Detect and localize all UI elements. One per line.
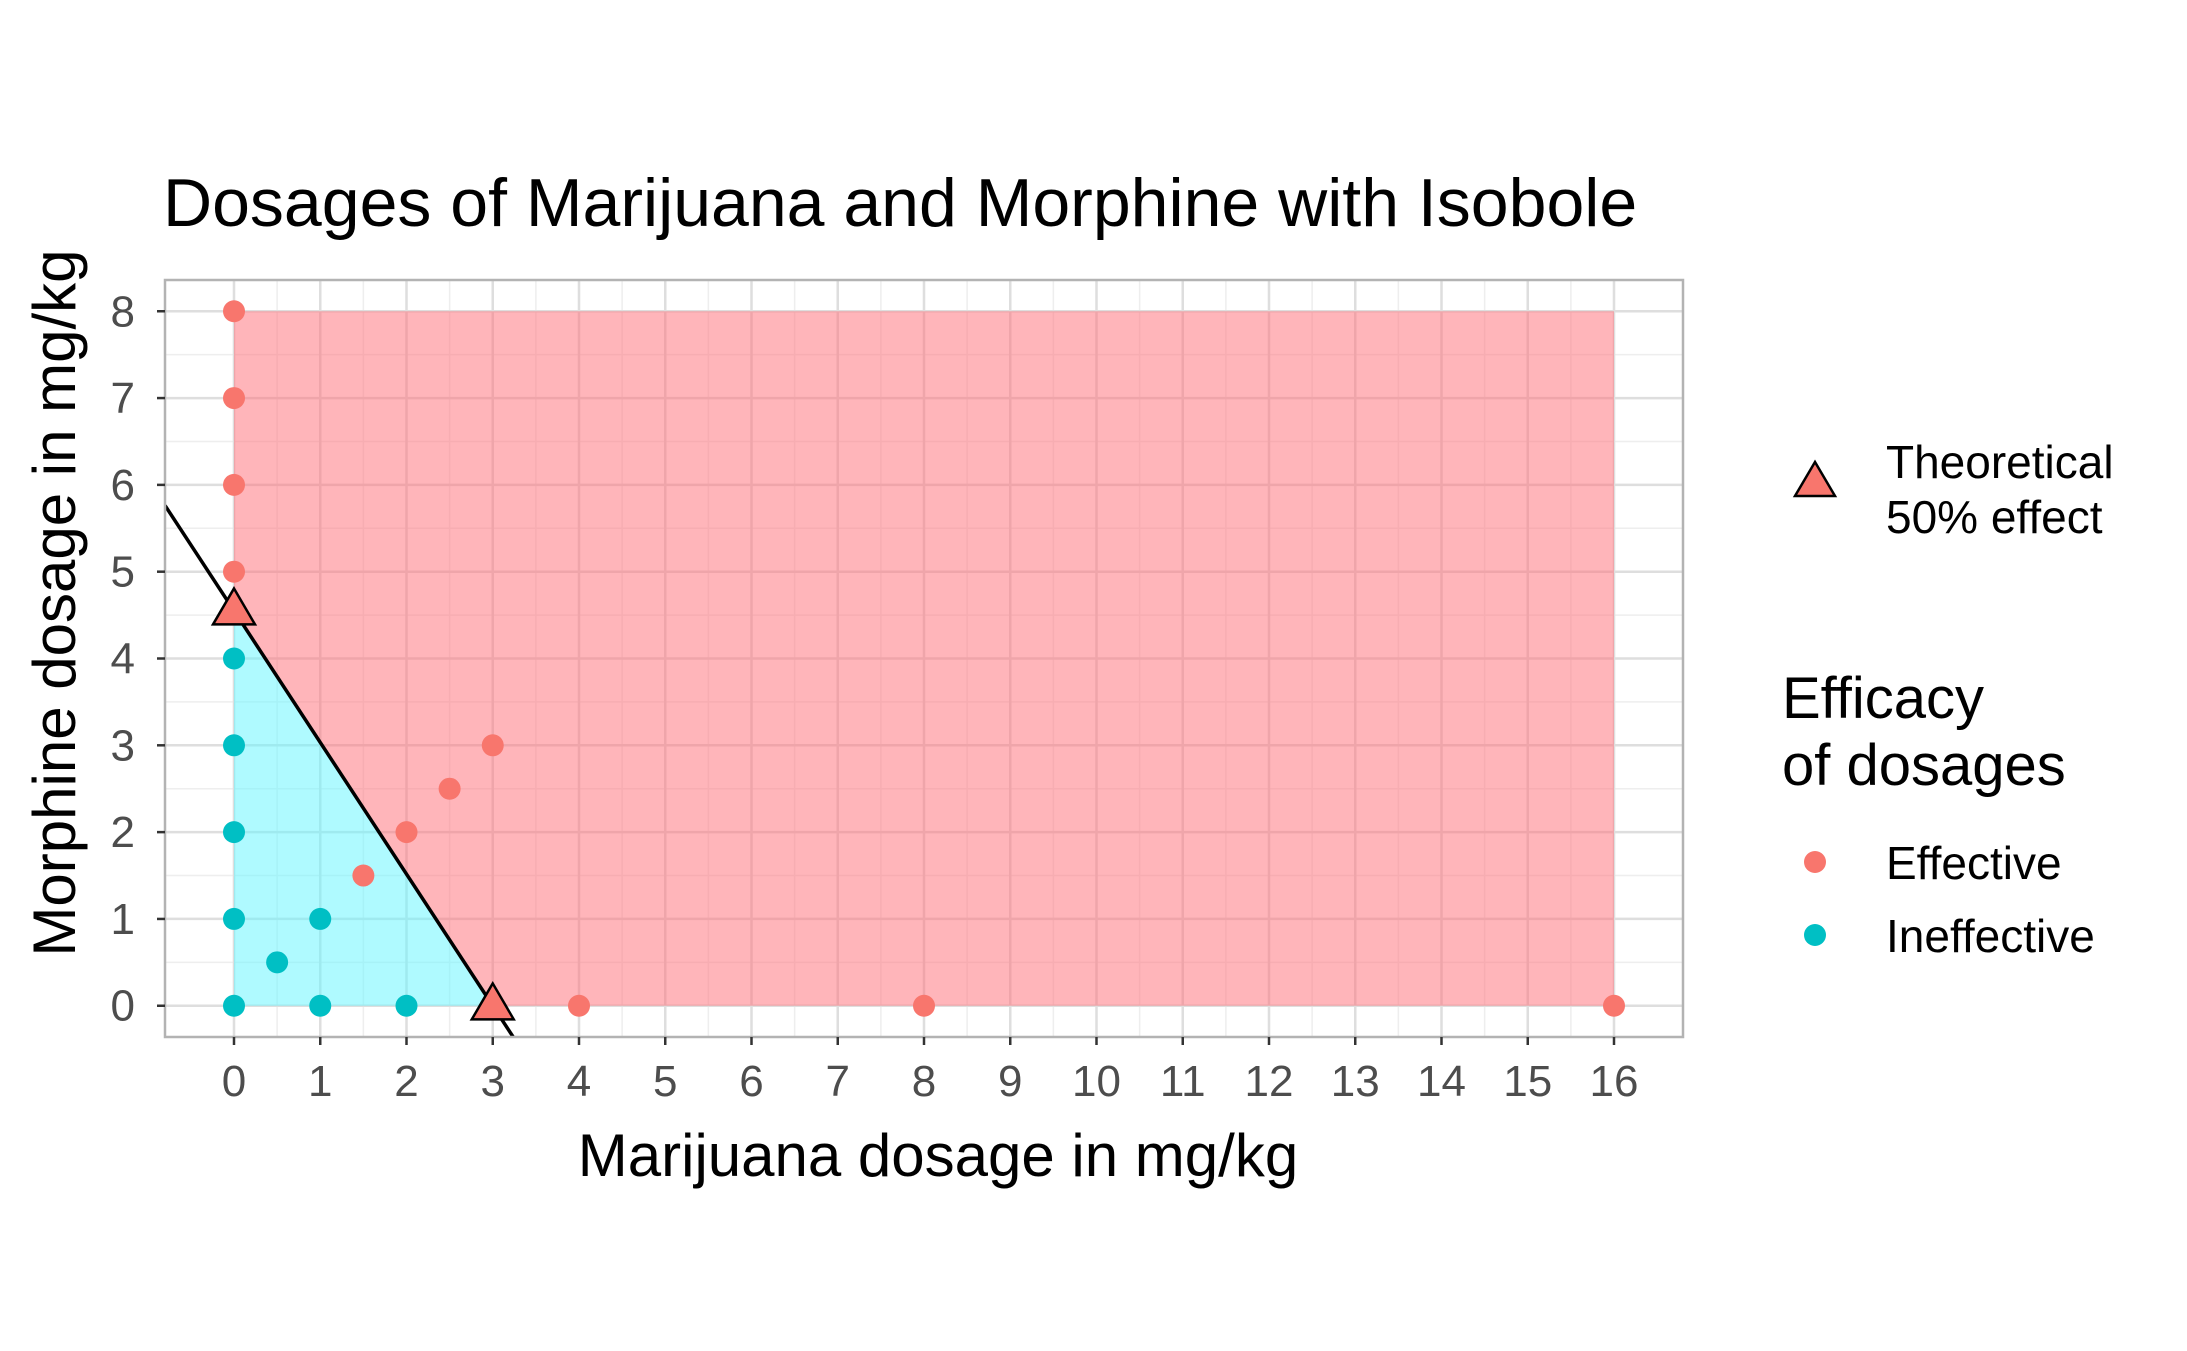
x-tick-label: 15	[1503, 1057, 1552, 1106]
theoretical-effect-marker	[469, 980, 516, 1021]
legend-theoretical-triangle	[1792, 459, 1838, 498]
effective-point	[223, 387, 245, 410]
x-tick-label: 11	[1160, 1057, 1206, 1106]
ineffective-point	[223, 734, 245, 757]
y-tick-label: 3	[111, 721, 135, 770]
ineffective-point	[223, 821, 245, 844]
y-tick-label: 7	[111, 374, 135, 423]
y-tick-label: 4	[111, 635, 135, 684]
x-tick-label: 8	[912, 1057, 936, 1106]
legend-effective-swatch	[1804, 851, 1826, 873]
x-tick-label: 5	[653, 1057, 677, 1106]
effective-point	[913, 994, 935, 1017]
x-tick-label: 4	[567, 1057, 591, 1106]
ineffective-point	[309, 994, 332, 1017]
x-tick-label: 14	[1417, 1057, 1466, 1106]
legend-title-line2: of dosages	[1782, 733, 2066, 798]
x-axis-title: Marijuana dosage in mg/kg	[578, 1122, 1298, 1189]
legend-effective: Effective	[1804, 837, 2062, 889]
y-tick-label: 6	[111, 461, 135, 510]
x-tick-label: 9	[998, 1057, 1022, 1106]
x-tick-label: 7	[826, 1057, 850, 1106]
chart-title: Dosages of Marijuana and Morphine with I…	[163, 165, 1637, 241]
legend-effective-label: Effective	[1886, 837, 2062, 889]
effective-point	[223, 560, 245, 583]
x-tick-label: 6	[739, 1057, 763, 1106]
legend-ineffective: Ineffective	[1804, 910, 2095, 962]
effective-point	[395, 821, 418, 844]
y-tick-label: 2	[111, 808, 135, 857]
y-tick-label: 1	[111, 895, 135, 944]
effective-point	[223, 300, 245, 323]
x-tick-label: 10	[1072, 1057, 1121, 1106]
effective-point	[568, 994, 590, 1017]
y-tick-label: 5	[111, 548, 135, 597]
data-points	[210, 300, 1625, 1021]
legend-theoretical-label-line2: 50% effect	[1886, 491, 2103, 543]
y-tick-label: 0	[111, 982, 135, 1031]
legend-ineffective-swatch	[1804, 924, 1826, 946]
ineffective-point	[266, 951, 289, 974]
x-tick-label: 2	[394, 1057, 418, 1106]
legend: Theoretical 50% effect Efficacy of dosag…	[1782, 436, 2114, 962]
ineffective-point	[395, 994, 418, 1017]
theoretical-effect-marker	[210, 585, 258, 626]
legend-theoretical-label-line1: Theoretical	[1886, 436, 2114, 488]
effective-point	[352, 864, 375, 887]
effective-point	[438, 777, 461, 800]
y-tick-label: 8	[111, 287, 135, 336]
dosage-regions	[234, 311, 1614, 1006]
x-tick-label: 12	[1245, 1057, 1294, 1106]
ineffective-point	[223, 907, 245, 930]
ineffective-point	[309, 907, 332, 930]
x-tick-label: 1	[308, 1057, 332, 1106]
effective-point	[481, 734, 504, 757]
effective-region	[234, 311, 1614, 1006]
ineffective-point	[223, 994, 245, 1017]
x-tick-label: 13	[1331, 1057, 1380, 1106]
y-axis-title: Morphine dosage in mg/kg	[21, 249, 88, 956]
effective-point	[223, 473, 245, 496]
ineffective-point	[223, 647, 245, 670]
x-tick-label: 0	[222, 1057, 246, 1106]
legend-title-line1: Efficacy	[1782, 666, 1984, 731]
x-tick-label: 3	[481, 1057, 505, 1106]
legend-ineffective-label: Ineffective	[1886, 910, 2095, 962]
x-tick-label: 16	[1590, 1057, 1639, 1106]
legend-theoretical: Theoretical 50% effect	[1792, 436, 2114, 543]
effective-point	[1603, 994, 1625, 1017]
